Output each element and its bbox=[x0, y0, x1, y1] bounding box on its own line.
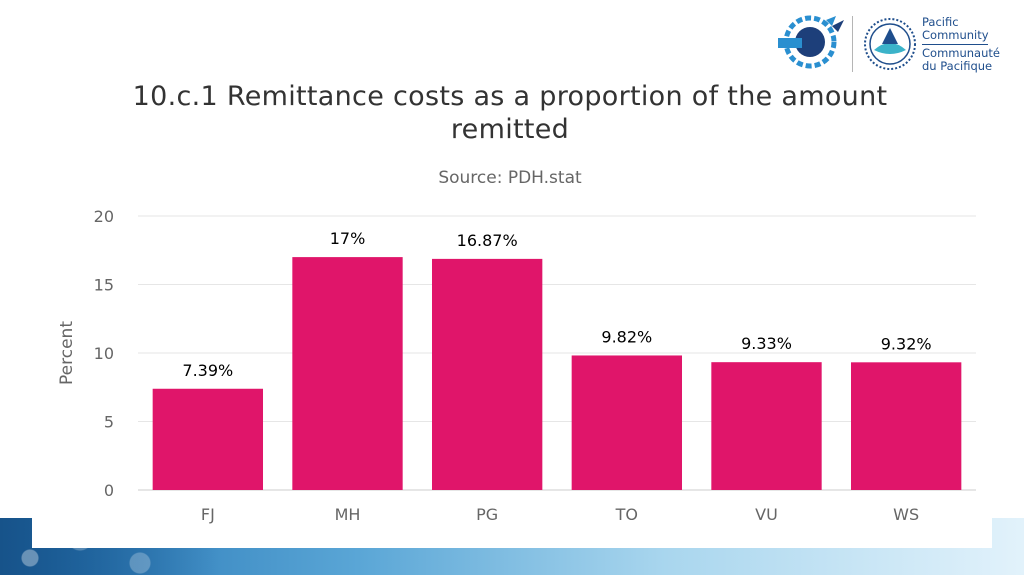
x-tick-label: VU bbox=[755, 505, 778, 524]
chart-title: 10.c.1 Remittance costs as a proportion … bbox=[80, 80, 940, 146]
organization-name: Pacific Community Communauté du Pacifiqu… bbox=[922, 16, 1000, 73]
y-tick-label: 10 bbox=[94, 344, 114, 363]
x-tick-label: WS bbox=[893, 505, 919, 524]
bar bbox=[711, 362, 822, 490]
org-name-divider bbox=[922, 44, 988, 45]
x-tick-label: FJ bbox=[201, 505, 215, 524]
data-label: 9.32% bbox=[881, 334, 932, 353]
data-label: 16.87% bbox=[457, 231, 518, 250]
org-name-en-1: Pacific bbox=[922, 15, 959, 29]
data-label: 7.39% bbox=[182, 361, 233, 380]
y-tick-label: 0 bbox=[104, 481, 114, 500]
data-label: 9.33% bbox=[741, 334, 792, 353]
logo-divider bbox=[852, 16, 853, 72]
chart-title-line-2: remitted bbox=[450, 114, 570, 145]
bar bbox=[292, 257, 403, 490]
data-label: 9.82% bbox=[601, 327, 652, 346]
y-tick-label: 15 bbox=[94, 276, 114, 295]
y-axis-label: Percent bbox=[57, 321, 77, 385]
x-tick-label: MH bbox=[335, 505, 361, 524]
y-tick-label: 20 bbox=[94, 207, 114, 226]
bar bbox=[152, 388, 264, 490]
pacific-community-seal bbox=[864, 18, 916, 70]
x-tick-label: TO bbox=[615, 505, 638, 524]
chart-subtitle: Source: PDH.stat bbox=[438, 168, 582, 188]
org-name-en-2: Community bbox=[922, 28, 989, 42]
chart-title-line-1: 10.c.1 Remittance costs as a proportion … bbox=[132, 81, 888, 112]
org-name-fr-2: du Pacifique bbox=[922, 59, 993, 73]
anniversary-75-logo bbox=[778, 15, 844, 69]
bar bbox=[431, 258, 543, 490]
data-label: 17% bbox=[330, 229, 366, 248]
bar bbox=[571, 355, 683, 490]
logo-area: Pacific Community Communauté du Pacifiqu… bbox=[770, 10, 1010, 78]
x-tick-label: PG bbox=[476, 505, 498, 524]
bar bbox=[850, 362, 962, 490]
y-tick-label: 5 bbox=[104, 413, 114, 432]
org-name-fr-1: Communauté bbox=[922, 46, 1000, 60]
